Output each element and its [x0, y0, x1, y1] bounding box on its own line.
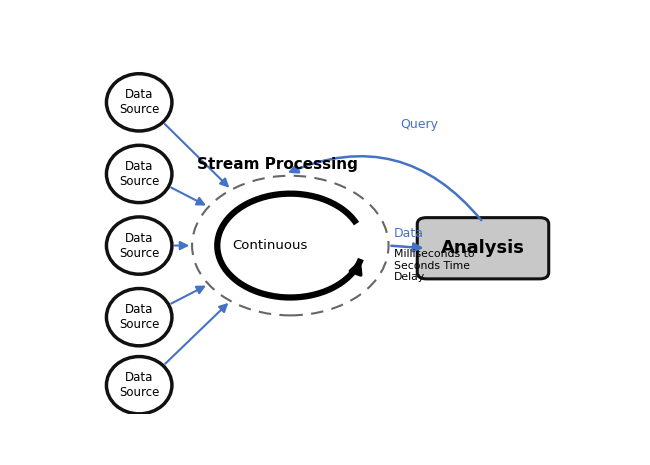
- Text: Data
Source: Data Source: [119, 303, 159, 331]
- Ellipse shape: [107, 217, 172, 274]
- Text: Data
Source: Data Source: [119, 371, 159, 399]
- Text: Data
Source: Data Source: [119, 88, 159, 116]
- Ellipse shape: [107, 145, 172, 203]
- Text: Data
Source: Data Source: [119, 232, 159, 259]
- FancyBboxPatch shape: [417, 218, 549, 279]
- Text: Continuous: Continuous: [233, 239, 308, 252]
- FancyArrowPatch shape: [291, 156, 481, 220]
- Text: Milliseconds to
Seconds Time
Delay: Milliseconds to Seconds Time Delay: [393, 249, 474, 282]
- Text: Data
Source: Data Source: [119, 160, 159, 188]
- Ellipse shape: [107, 74, 172, 131]
- Text: Data: Data: [393, 227, 424, 240]
- Ellipse shape: [107, 357, 172, 414]
- Text: Analysis: Analysis: [441, 239, 525, 257]
- Text: Query: Query: [400, 118, 438, 131]
- Ellipse shape: [107, 288, 172, 346]
- Text: Stream Processing: Stream Processing: [197, 157, 358, 172]
